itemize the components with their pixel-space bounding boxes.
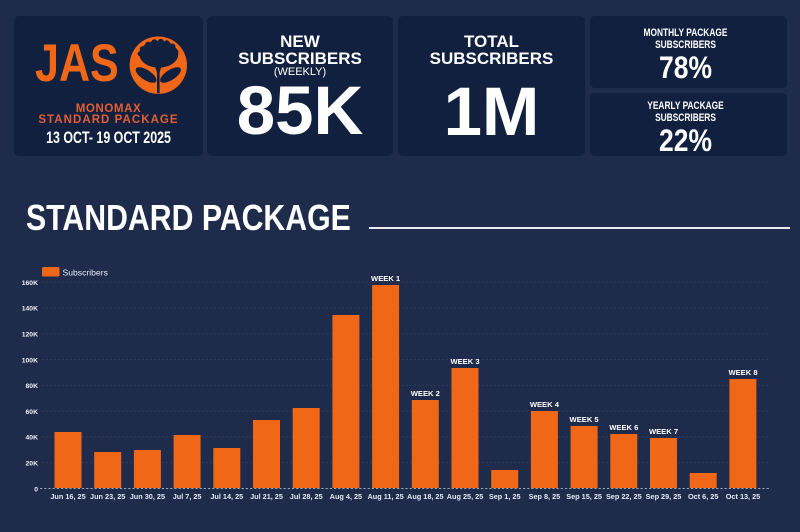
svg-text:Jun 16, 25: Jun 16, 25: [50, 492, 85, 501]
svg-text:100K: 100K: [22, 357, 38, 364]
svg-text:Jul 21, 25: Jul 21, 25: [250, 492, 283, 501]
svg-text:Jul 28, 25: Jul 28, 25: [290, 492, 323, 501]
svg-text:WEEK 8: WEEK 8: [728, 368, 757, 377]
svg-text:WEEK 7: WEEK 7: [649, 427, 678, 436]
svg-text:WEEK 2: WEEK 2: [411, 389, 440, 398]
svg-text:Aug 4, 25: Aug 4, 25: [330, 492, 362, 501]
svg-text:160K: 160K: [22, 280, 38, 287]
svg-text:20K: 20K: [26, 461, 39, 468]
svg-text:WEEK 1: WEEK 1: [371, 274, 401, 283]
svg-text:Jun 23, 25: Jun 23, 25: [90, 492, 125, 501]
svg-text:120K: 120K: [22, 332, 38, 339]
svg-text:40K: 40K: [26, 435, 39, 442]
svg-text:Jul 14, 25: Jul 14, 25: [210, 492, 243, 501]
svg-text:Subscribers: Subscribers: [63, 268, 108, 278]
svg-text:WEEK 3: WEEK 3: [450, 357, 479, 366]
svg-text:Aug 25, 25: Aug 25, 25: [447, 492, 484, 501]
svg-text:Jun 30, 25: Jun 30, 25: [130, 492, 165, 501]
svg-text:Aug 18, 25: Aug 18, 25: [407, 492, 444, 501]
svg-text:Sep 22, 25: Sep 22, 25: [606, 492, 642, 501]
svg-text:60K: 60K: [26, 409, 39, 416]
svg-text:Oct 13, 25: Oct 13, 25: [726, 492, 760, 501]
svg-text:0: 0: [34, 486, 38, 493]
svg-text:Sep 29, 25: Sep 29, 25: [646, 492, 682, 501]
svg-text:Sep 8, 25: Sep 8, 25: [529, 492, 561, 501]
svg-text:Sep 1, 25: Sep 1, 25: [489, 492, 521, 501]
svg-text:WEEK 5: WEEK 5: [570, 415, 600, 424]
svg-text:WEEK 4: WEEK 4: [530, 400, 560, 409]
svg-text:Sep 15, 25: Sep 15, 25: [566, 492, 602, 501]
svg-text:WEEK 6: WEEK 6: [609, 423, 638, 432]
svg-text:140K: 140K: [22, 306, 38, 313]
svg-text:Aug 11, 25: Aug 11, 25: [368, 492, 404, 501]
svg-text:80K: 80K: [26, 383, 39, 390]
svg-text:Oct 6, 25: Oct 6, 25: [688, 492, 718, 501]
svg-text:Jul 7, 25: Jul 7, 25: [173, 492, 202, 501]
